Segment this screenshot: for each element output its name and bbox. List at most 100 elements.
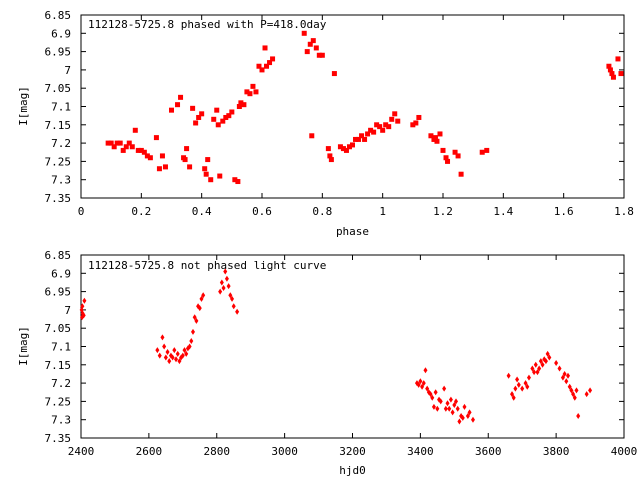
data-point xyxy=(220,118,226,124)
x-tick-label: 1.6 xyxy=(554,205,574,218)
data-point xyxy=(368,127,374,133)
data-point xyxy=(445,400,450,407)
data-point xyxy=(208,177,214,183)
data-point xyxy=(238,100,244,106)
data-point xyxy=(190,328,195,335)
data-point xyxy=(533,361,538,368)
data-point xyxy=(470,416,475,423)
data-point xyxy=(160,334,165,341)
data-point xyxy=(194,317,199,324)
x-tick-label: 1.2 xyxy=(433,205,453,218)
data-point xyxy=(479,149,485,155)
data-point xyxy=(170,354,175,361)
y-tick-label: 6.95 xyxy=(45,46,72,59)
y-tick-label: 6.9 xyxy=(51,267,71,280)
data-point xyxy=(235,308,240,315)
y-tick-label: 7.05 xyxy=(45,82,72,95)
y-tick-label: 7.15 xyxy=(45,359,72,372)
data-point xyxy=(343,147,349,153)
data-point xyxy=(155,347,160,354)
data-point xyxy=(218,288,223,295)
data-point xyxy=(162,343,167,350)
x-tick-label: 3200 xyxy=(339,445,366,458)
y-tick-label: 7.25 xyxy=(45,395,72,408)
data-point xyxy=(460,414,465,421)
data-point xyxy=(187,164,193,170)
data-point xyxy=(187,343,192,350)
data-point xyxy=(450,409,455,416)
x-tick-label: 0.4 xyxy=(192,205,212,218)
data-point xyxy=(157,352,162,359)
data-point xyxy=(117,140,123,146)
data-point xyxy=(428,391,433,398)
data-point xyxy=(435,405,440,412)
data-point xyxy=(538,358,543,365)
data-point xyxy=(105,140,111,146)
x-tick-label: 0.2 xyxy=(131,205,151,218)
data-point xyxy=(223,268,228,275)
data-point xyxy=(418,378,423,385)
x-tick-label: 3000 xyxy=(271,445,298,458)
y-tick-label: 6.85 xyxy=(45,9,72,22)
data-point xyxy=(443,155,449,161)
data-point xyxy=(389,116,395,122)
y-tick-label: 7.05 xyxy=(45,322,72,335)
data-point xyxy=(256,63,262,69)
data-point xyxy=(138,147,144,153)
data-point xyxy=(564,378,569,385)
data-point xyxy=(328,157,334,163)
chart-title: 112128-5725.8 not phased light curve xyxy=(88,259,326,272)
data-point xyxy=(569,387,574,394)
data-point xyxy=(129,144,135,150)
data-point xyxy=(610,74,616,80)
data-point xyxy=(120,147,126,153)
data-point xyxy=(197,305,202,312)
data-point xyxy=(423,367,428,374)
data-point xyxy=(465,413,470,420)
data-point xyxy=(410,122,416,128)
data-point xyxy=(153,135,159,141)
data-point xyxy=(574,387,579,394)
data-point xyxy=(431,403,436,410)
data-point xyxy=(607,67,613,73)
data-point xyxy=(484,147,490,153)
data-point xyxy=(467,409,472,416)
data-point xyxy=(202,166,208,172)
x-axis-label: phase xyxy=(336,225,369,238)
x-tick-label: 0 xyxy=(78,205,85,218)
data-point xyxy=(236,104,242,109)
data-point xyxy=(430,394,435,401)
data-point xyxy=(520,385,525,392)
data-point xyxy=(228,292,233,299)
data-point xyxy=(325,146,331,152)
data-point xyxy=(180,352,185,359)
y-tick-label: 7 xyxy=(64,64,71,77)
data-point xyxy=(557,365,562,372)
data-point xyxy=(126,140,132,146)
data-point xyxy=(371,129,377,135)
data-point xyxy=(438,398,443,405)
data-point xyxy=(167,358,172,365)
data-point xyxy=(609,71,615,77)
data-point xyxy=(440,147,446,153)
data-point xyxy=(432,135,438,141)
data-point xyxy=(452,402,457,409)
data-point xyxy=(223,114,229,120)
data-point xyxy=(221,284,226,291)
y-tick-label: 7 xyxy=(64,304,71,317)
data-point xyxy=(241,102,247,108)
data-point xyxy=(331,71,337,77)
data-point xyxy=(513,385,518,392)
data-point xyxy=(163,354,168,361)
y-tick-label: 7.1 xyxy=(51,101,71,114)
data-point xyxy=(560,374,565,381)
data-point xyxy=(199,111,205,117)
data-point xyxy=(310,38,316,44)
data-point xyxy=(247,91,253,97)
data-point xyxy=(374,122,380,128)
data-point xyxy=(618,71,624,77)
data-point xyxy=(182,157,188,163)
data-point xyxy=(421,380,426,387)
data-point xyxy=(566,372,571,379)
phased-light-curve-panel: 112128-5725.8 phased with P=418.0day pha… xyxy=(17,9,634,238)
